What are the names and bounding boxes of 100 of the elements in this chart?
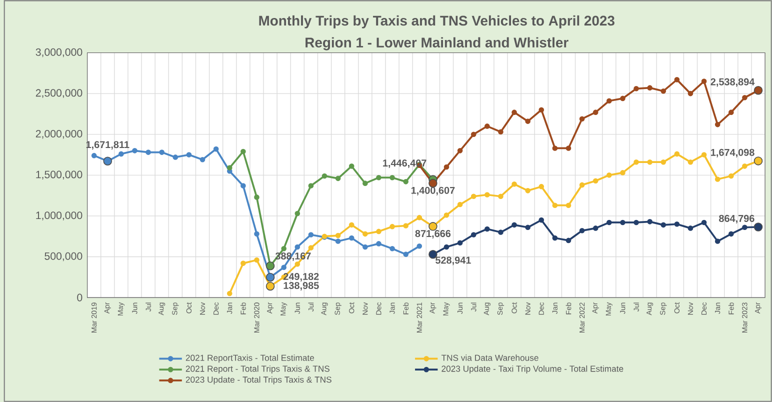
point [579,182,585,188]
point [308,232,314,238]
point [118,151,124,157]
point [226,165,232,170]
point [470,232,476,238]
point [714,238,720,244]
legend-label: TNS via Data Warehouse [441,354,538,361]
point [728,231,734,237]
data-label: 2,538,894 [710,78,755,87]
point [606,172,612,178]
point [620,96,626,102]
point [701,78,707,84]
y-tick-label: 1,000,000 [36,212,82,220]
point [606,98,612,104]
legend-label: 2021 Report - Total Trips Taxis & TNS [186,365,330,374]
point [335,176,341,182]
point [484,192,490,198]
point [606,220,612,226]
point [647,218,652,224]
point [634,86,639,92]
point [634,220,639,226]
point [294,244,300,250]
point [390,224,395,230]
point [742,163,748,169]
point [592,110,598,115]
point [322,173,328,179]
chart-title: Monthly Trips by Taxis and TNS Vehicles to April 2023 [259,15,614,28]
point [226,290,232,296]
point [457,202,463,208]
point [213,146,219,152]
point [470,194,476,199]
point [566,238,572,244]
point [390,246,395,252]
data-label: 871,666 [415,230,451,238]
point [146,150,151,155]
point [714,176,720,182]
data-label: 138,985 [284,282,319,290]
point [132,148,138,154]
point [566,146,572,151]
chart-subtitle: Region 1 - Lower Mainland and Whistler [306,37,568,50]
point [186,152,192,158]
point [660,159,666,165]
point [552,202,558,208]
point [742,224,748,230]
point [416,243,422,249]
point [240,148,246,154]
point [674,151,680,157]
point [376,228,382,234]
point [512,222,517,228]
data-label: 528,941 [436,256,471,266]
point [281,264,286,270]
point [647,159,652,165]
point [579,228,585,234]
legend-label: 2023 Update - Total Trips Taxis & TNS [186,376,332,384]
point [484,124,490,129]
point [172,154,178,160]
point [674,221,680,227]
point [362,231,368,237]
point [634,159,639,165]
point [688,90,694,96]
y-tick-label: 3,000,000 [36,48,82,58]
point [728,110,734,115]
point [376,241,382,246]
point [240,260,246,266]
point [552,235,558,241]
point [457,240,463,246]
point [647,85,652,90]
point [348,235,354,241]
point [538,217,544,223]
point [254,194,260,200]
point [470,132,476,137]
point [592,226,598,231]
y-tick-label: 500,000 [44,252,82,262]
point [444,244,450,250]
point [403,223,408,228]
point [701,220,707,226]
point [579,116,585,122]
point [457,148,463,154]
point [525,224,530,230]
point [538,107,544,112]
y-tick-label: 2,000,000 [36,130,82,139]
point [403,178,408,184]
data-label: 864,796 [719,214,754,224]
point [566,202,572,208]
data-label: 1,400,607 [411,186,455,196]
point [620,170,626,176]
point [660,222,666,228]
point [552,146,558,151]
point [240,183,246,188]
point [294,210,300,216]
point [335,232,341,238]
point [444,212,450,218]
data-label: 1,674,098 [711,148,754,158]
legend-label: 2023 Update - Taxi Trip Volume - Total Estimate [442,365,624,374]
point [308,183,314,188]
point [498,129,504,135]
y-tick-label: 0 [77,294,82,302]
point [308,245,314,250]
point [200,156,206,162]
point [376,174,382,180]
